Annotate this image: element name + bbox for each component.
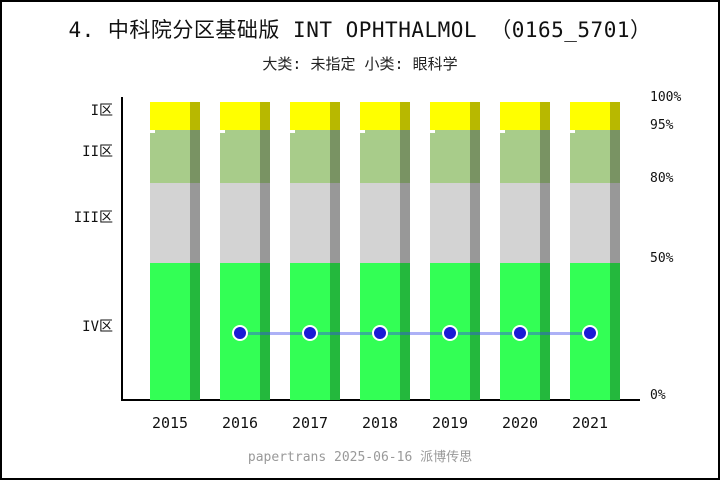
zone-segment-II区 [430, 130, 480, 183]
bar-notch [290, 130, 295, 133]
zone-bar-2020 [500, 102, 550, 400]
bar-shadow-strip [190, 102, 200, 400]
trend-line [240, 332, 590, 335]
data-point-2019 [442, 324, 458, 341]
x-tick-2020: 2020 [501, 414, 539, 432]
zone-segment-I区 [430, 102, 480, 130]
zone-segment-II区 [570, 130, 620, 183]
bar-notch [570, 130, 575, 133]
zone-label-I区: I区 [90, 103, 113, 119]
zone-segment-III区 [150, 183, 200, 263]
zone-segment-I区 [220, 102, 270, 130]
zone-segment-II区 [360, 130, 410, 183]
bar-notch [360, 130, 365, 133]
x-tick-2021: 2021 [571, 414, 609, 432]
zone-segment-III区 [570, 183, 620, 263]
zone-bar-2019 [430, 102, 480, 400]
bar-notch [220, 130, 225, 133]
zone-label-II区: II区 [82, 143, 113, 160]
zone-label-IV区: IV区 [82, 318, 113, 335]
pct-tick-100%: 100% [650, 90, 682, 105]
zone-segment-III区 [500, 183, 550, 263]
bar-shadow-strip [400, 102, 410, 400]
zone-bar-2015 [150, 102, 200, 400]
zone-segment-IV区 [150, 263, 200, 400]
data-point-2017 [302, 324, 318, 341]
pct-tick-50%: 50% [650, 251, 674, 266]
bar-notch [430, 130, 435, 133]
bar-notch [150, 130, 155, 133]
zone-bar-2017 [290, 102, 340, 400]
data-point-2018 [372, 324, 388, 341]
zone-bar-2016 [220, 102, 270, 400]
zone-segment-I区 [360, 102, 410, 130]
zone-segment-II区 [220, 130, 270, 183]
zone-segment-III区 [220, 183, 270, 263]
zone-segment-III区 [430, 183, 480, 263]
zone-segment-I区 [570, 102, 620, 130]
x-tick-2017: 2017 [291, 414, 329, 432]
y-axis-line [121, 97, 123, 401]
zone-bar-2018 [360, 102, 410, 400]
data-point-2016 [232, 324, 248, 341]
x-tick-2019: 2019 [431, 414, 469, 432]
zone-bar-2021 [570, 102, 620, 400]
zone-segment-I区 [290, 102, 340, 130]
x-tick-2015: 2015 [151, 414, 189, 432]
footer-credit: papertrans 2025-06-16 派博传思 [247, 450, 473, 465]
data-point-2021 [582, 324, 598, 341]
bar-shadow-strip [610, 102, 620, 400]
bar-shadow-strip [470, 102, 480, 400]
zone-segment-III区 [360, 183, 410, 263]
x-tick-2018: 2018 [361, 414, 399, 432]
pct-tick-95%: 95% [650, 118, 674, 133]
bar-notch [500, 130, 505, 133]
zone-segment-I区 [500, 102, 550, 130]
pct-tick-80%: 80% [650, 171, 674, 186]
data-point-2020 [512, 324, 528, 341]
x-tick-2016: 2016 [221, 414, 259, 432]
chart-title: 4. 中科院分区基础版 INT OPHTHALMOL （0165_5701） [68, 18, 652, 42]
bar-shadow-strip [330, 102, 340, 400]
zone-segment-I区 [150, 102, 200, 130]
zone-label-III区: III区 [73, 210, 113, 226]
zone-segment-II区 [150, 130, 200, 183]
pct-tick-0%: 0% [650, 388, 666, 403]
x-axis-line [121, 399, 640, 401]
zone-segment-II区 [500, 130, 550, 183]
bar-shadow-strip [540, 102, 550, 400]
chart-subtitle: 大类: 未指定 小类: 眼科学 [262, 55, 458, 73]
bar-shadow-strip [260, 102, 270, 400]
zone-segment-II区 [290, 130, 340, 183]
zone-segment-III区 [290, 183, 340, 263]
